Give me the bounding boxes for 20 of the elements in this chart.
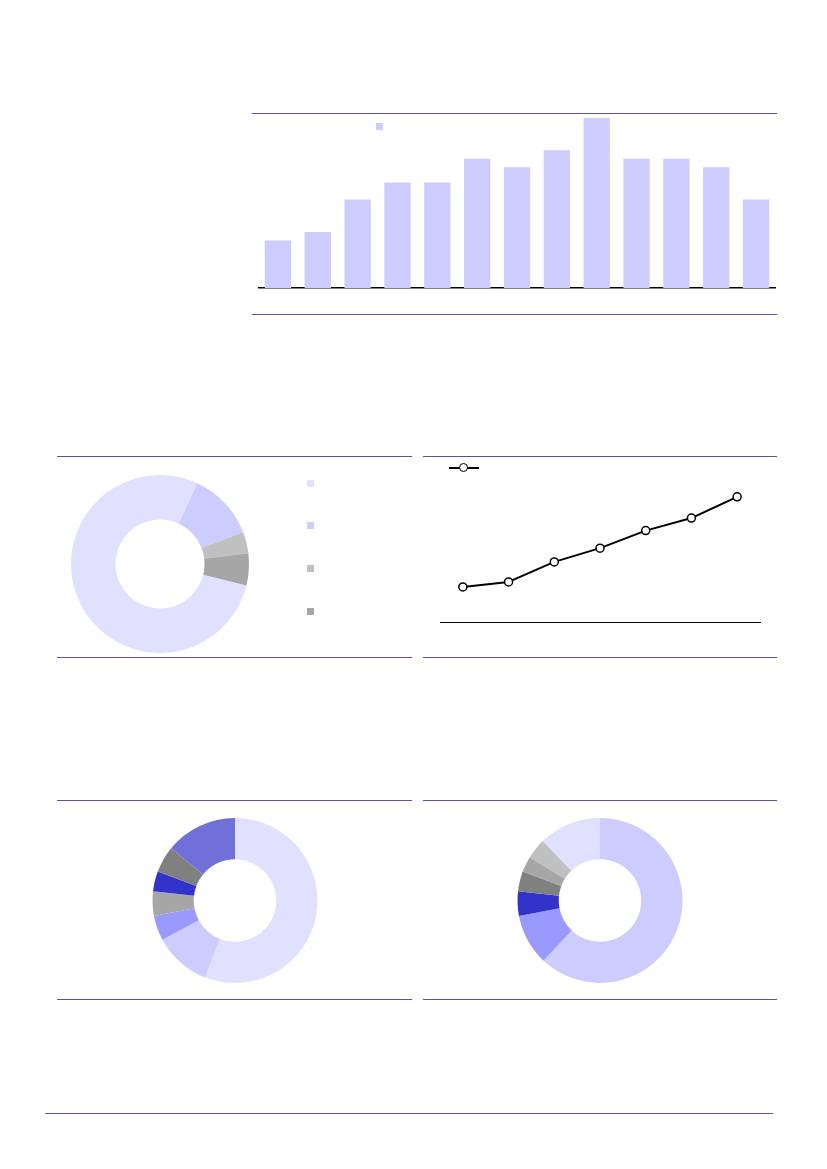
point: [458, 582, 468, 592]
point: [549, 557, 560, 567]
point: [595, 543, 605, 553]
bar: [663, 158, 690, 288]
bar: [424, 182, 451, 288]
bar: [304, 231, 331, 288]
bar: [543, 150, 570, 288]
point: [686, 513, 697, 523]
bar: [503, 167, 531, 288]
bar: [703, 167, 730, 288]
bar: [623, 158, 650, 288]
point: [640, 525, 651, 536]
bar: [384, 182, 411, 288]
bar: [742, 199, 770, 288]
point: [503, 577, 514, 587]
point: [732, 492, 742, 502]
bar: [583, 118, 610, 288]
bar: [264, 240, 292, 288]
bar: [464, 158, 491, 288]
bar: [344, 199, 371, 288]
